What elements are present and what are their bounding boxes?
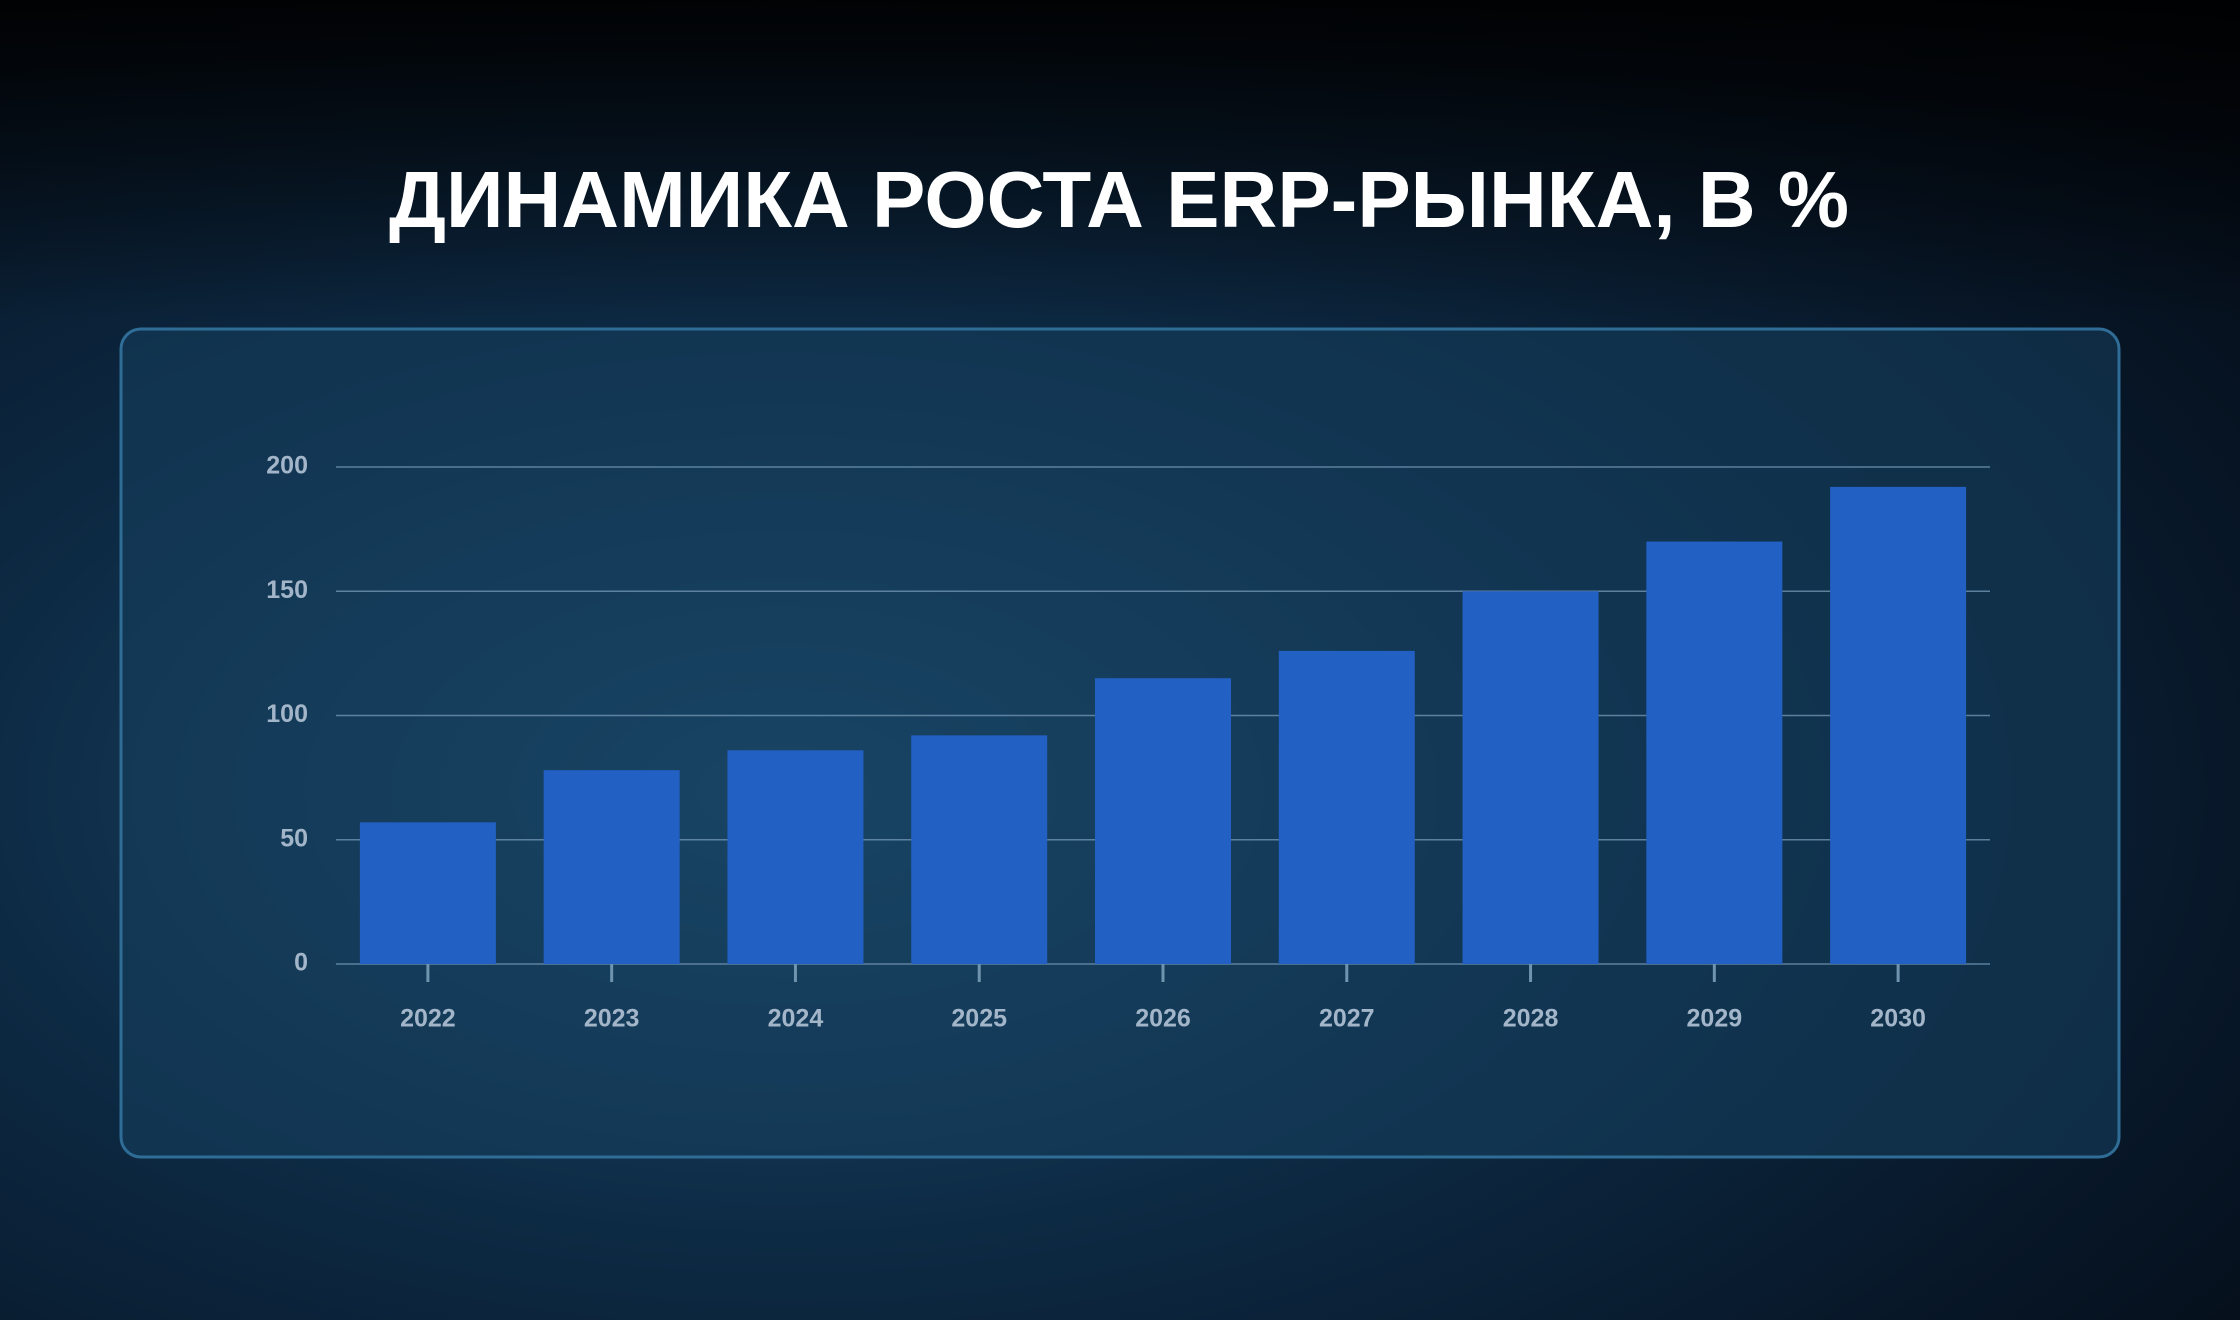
y-tick-label: 200 xyxy=(266,452,308,480)
y-tick-label: 50 xyxy=(280,824,308,852)
bar xyxy=(727,750,864,964)
x-tick-label: 2030 xyxy=(1870,1005,1926,1033)
x-tick-label: 2025 xyxy=(951,1005,1007,1033)
bar xyxy=(543,770,680,964)
x-tick-label: 2026 xyxy=(1135,1005,1191,1033)
x-tick-label: 2029 xyxy=(1687,1005,1743,1033)
x-tick-label: 2023 xyxy=(584,1005,640,1033)
bar xyxy=(1830,486,1967,964)
bar xyxy=(1095,678,1231,964)
x-tick-label: 2022 xyxy=(400,1005,456,1033)
bar xyxy=(911,735,1048,964)
x-tick-label: 2028 xyxy=(1503,1005,1559,1033)
bar xyxy=(359,822,496,964)
x-tick-label: 2027 xyxy=(1319,1005,1375,1033)
bar xyxy=(1646,541,1783,964)
chart-title: ДИНАМИКА РОСТА ERP-РЫНКА, В % xyxy=(389,155,1849,244)
y-tick-label: 0 xyxy=(294,949,308,977)
shade xyxy=(0,0,2240,320)
bar xyxy=(1278,650,1415,964)
bar xyxy=(1462,591,1599,964)
y-tick-label: 100 xyxy=(266,700,308,728)
y-tick-label: 150 xyxy=(266,576,308,604)
x-tick-label: 2024 xyxy=(768,1005,824,1033)
